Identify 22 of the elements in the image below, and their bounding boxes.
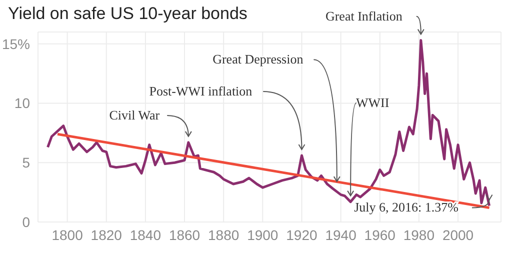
y-tick-label: 0 <box>22 214 30 230</box>
x-tick-label: 1960 <box>364 226 396 243</box>
x-tick-label: 2000 <box>442 226 474 243</box>
y-tick-label: 5 <box>22 154 30 171</box>
annotation: Great Inflation <box>325 8 403 24</box>
x-tick-label: 1800 <box>52 226 84 243</box>
x-tick-label: 1860 <box>168 226 200 243</box>
annotation: Civil War <box>109 107 160 122</box>
x-tick-label: 1840 <box>130 226 162 243</box>
x-tick-label: 1880 <box>208 226 240 243</box>
annotation: Great Depression <box>212 52 304 67</box>
x-tick-label: 1920 <box>286 226 318 243</box>
annotation: July 6, 2016: 1.37% <box>354 200 459 215</box>
x-tick-label: 1900 <box>247 226 278 243</box>
x-tick-label: 1980 <box>403 226 435 243</box>
chart-title: Yield on safe US 10-year bonds <box>8 4 248 24</box>
annotation: WWII <box>356 94 390 110</box>
y-tick-label: 10 <box>14 95 30 112</box>
annotation: Post-WWI inflation <box>149 84 253 98</box>
x-tick-label: 1820 <box>90 226 122 243</box>
x-tick-label: 1940 <box>325 226 357 243</box>
y-tick-label: 15% <box>2 36 30 52</box>
